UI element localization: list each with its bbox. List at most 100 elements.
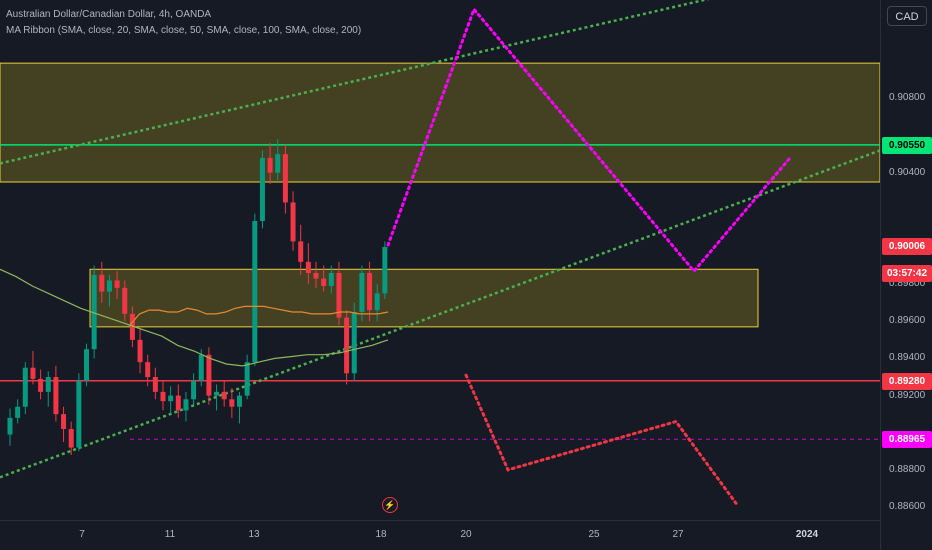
candle [137, 328, 143, 374]
candle-body [244, 362, 250, 396]
candle [237, 391, 242, 424]
candle [191, 373, 197, 405]
candle [198, 349, 204, 387]
candle [68, 421, 74, 455]
symbol-legend: Australian Dollar/Canadian Dollar, 4h, O… [6, 9, 212, 20]
time-tick-label: 7 [79, 529, 85, 540]
candle-body [328, 273, 334, 286]
candle [336, 261, 342, 325]
candle-body [175, 395, 181, 411]
candle [30, 351, 36, 385]
time-tick-label: 25 [588, 529, 600, 540]
candle-body [344, 317, 350, 374]
candle [91, 265, 97, 359]
candle-body [305, 261, 311, 273]
candle [313, 261, 319, 288]
indicator-legend: MA Ribbon (SMA, close, 20, SMA, close, 5… [6, 25, 362, 36]
candle-body [114, 280, 120, 288]
candle [206, 347, 212, 405]
moving-average-2 [0, 268, 389, 367]
candle [7, 408, 13, 446]
moving-average-1 [129, 305, 389, 326]
price-tick-label: 0.89200 [889, 389, 926, 401]
price-tick-label: 0.88600 [889, 501, 926, 512]
candle [15, 399, 21, 424]
candle-body [129, 313, 135, 340]
candle [84, 343, 89, 387]
candle-body [53, 377, 59, 415]
candle [229, 388, 235, 418]
candle-body [183, 399, 189, 411]
candle-body [22, 367, 28, 407]
candle [152, 367, 158, 400]
price-tag: 03:57:42 [882, 265, 932, 282]
candle [129, 306, 135, 348]
candle-body [321, 278, 327, 286]
candle [275, 139, 281, 181]
candle-body [267, 157, 273, 173]
candle-body [160, 391, 166, 402]
candle [290, 191, 296, 251]
price-tick-label: 0.90800 [889, 92, 926, 104]
time-tick-label: 18 [375, 529, 387, 540]
price-tag: 0.90006 [882, 237, 932, 255]
candle-body [252, 221, 258, 363]
price-tick-label: 0.88800 [889, 463, 926, 475]
candle [359, 265, 365, 322]
zone-2 [89, 268, 759, 328]
time-tick-label: 2024 [795, 529, 819, 540]
candle-body [374, 293, 380, 311]
candle [305, 243, 311, 285]
candle [344, 310, 350, 385]
candle-body [290, 202, 296, 242]
candle [45, 371, 51, 407]
candle [214, 384, 220, 411]
candle [351, 302, 357, 381]
candle [252, 213, 258, 366]
candle-body [137, 339, 143, 363]
candle-body [237, 395, 242, 407]
price-tag: 0.88965 [882, 431, 932, 449]
candle-body [84, 349, 89, 381]
candle-body [99, 274, 105, 292]
zone-1 [0, 62, 880, 183]
candle-body [106, 280, 112, 292]
candle [99, 261, 105, 303]
candle [53, 365, 59, 422]
currency-button[interactable]: CAD [887, 6, 927, 26]
candle-body [191, 380, 197, 400]
events-icon[interactable]: ⚡ [382, 497, 398, 513]
candle [61, 406, 67, 442]
price-tick-label: 0.89400 [889, 352, 926, 364]
candle [282, 144, 288, 214]
time-axis[interactable]: 7 11 13 18 20 25 27 2024 [0, 520, 880, 550]
candle-body [15, 406, 21, 418]
candle-body [298, 241, 304, 262]
candle [221, 380, 227, 407]
price-axis[interactable]: CAD 0.90800 0.90400 0.89800 0.89600 0.89400 0… [880, 0, 932, 550]
candle [374, 284, 380, 322]
candle-body [351, 312, 357, 374]
candle-body [68, 429, 74, 448]
candle-body [45, 377, 51, 392]
candle [76, 373, 82, 452]
trend-line-2 [0, 0, 710, 165]
candle-body [145, 362, 151, 377]
candle-body [206, 354, 212, 396]
candle [22, 362, 28, 415]
candle-body [259, 157, 265, 221]
candle-body [198, 354, 204, 381]
candle-body [382, 247, 388, 294]
candle [168, 386, 174, 415]
candle [244, 354, 250, 400]
candle [328, 265, 334, 294]
candle [298, 224, 304, 275]
time-tick-label: 11 [164, 529, 176, 540]
chart-area[interactable]: Australian Dollar/Canadian Dollar, 4h, O… [0, 0, 880, 520]
candle [175, 384, 181, 418]
candle-body [168, 395, 174, 402]
candle [38, 369, 44, 400]
candle-body [61, 414, 67, 429]
chart-canvas[interactable] [0, 0, 880, 520]
candle [122, 280, 128, 322]
